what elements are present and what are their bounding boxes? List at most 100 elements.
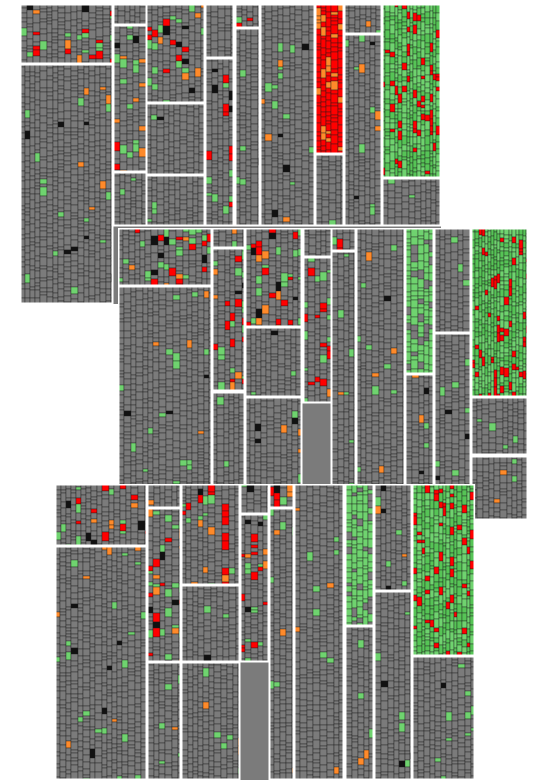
treemap-cell: [191, 354, 199, 359]
treemap-cell: [389, 15, 396, 21]
treemap-cell: [88, 141, 96, 148]
treemap-cell: [34, 188, 41, 195]
treemap-cell: [193, 138, 200, 148]
treemap-cell: [353, 178, 360, 187]
treemap-cell: [134, 268, 141, 275]
treemap-cell: [147, 342, 154, 353]
treemap-cell: [239, 150, 247, 155]
treemap-cell: [46, 191, 54, 201]
treemap-cell: [245, 48, 252, 54]
treemap-cell: [147, 445, 154, 451]
treemap-panel: [314, 4, 345, 155]
treemap-cell: [77, 275, 85, 286]
treemap-cell: [122, 238, 130, 248]
treemap-cell: [175, 18, 183, 24]
treemap-cell: [301, 193, 310, 201]
treemap-cell: [264, 147, 273, 157]
treemap-cell: [152, 304, 160, 313]
treemap-cell: [70, 154, 79, 165]
treemap-cell: [63, 253, 72, 258]
treemap-cell: [130, 378, 137, 385]
treemap-cell: [175, 8, 183, 13]
treemap-cell: [369, 112, 376, 120]
treemap-cell: [172, 302, 181, 313]
treemap-cell: [24, 117, 31, 123]
treemap-cell: [172, 299, 181, 304]
treemap-cell: [57, 166, 65, 171]
treemap-cell: [250, 144, 259, 151]
treemap-cell: [157, 21, 164, 26]
treemap-cell: [261, 282, 270, 293]
treemap-cell: [151, 9, 159, 16]
treemap-cell: [401, 208, 410, 218]
treemap-cell: [217, 39, 226, 48]
treemap-cell: [217, 177, 224, 188]
treemap-cell: [99, 228, 107, 237]
treemap-cell: [271, 27, 279, 38]
treemap-panel-border: [381, 177, 441, 227]
treemap-cell: [295, 369, 302, 380]
treemap-cell: [264, 48, 273, 56]
treemap-cell: [397, 12, 403, 21]
treemap-cell: [289, 152, 296, 161]
treemap-cell: [277, 379, 286, 385]
treemap-cell: [435, 46, 441, 55]
treemap-cell: [429, 150, 434, 155]
treemap-cell: [394, 94, 399, 100]
treemap-cell: [353, 37, 360, 46]
treemap-cell: [275, 254, 282, 262]
treemap-cell: [197, 388, 205, 393]
treemap-cell: [34, 173, 41, 180]
treemap-cell: [217, 186, 224, 197]
treemap-cell: [188, 237, 197, 245]
treemap-cell: [88, 186, 96, 193]
treemap-cell: [173, 140, 181, 149]
treemap-cell: [24, 207, 31, 213]
treemap-cell: [95, 10, 104, 16]
treemap-cell: [88, 253, 96, 258]
treemap-cell: [76, 48, 83, 53]
treemap-cell: [359, 14, 367, 20]
treemap-cell: [156, 127, 165, 137]
treemap-cell: [168, 194, 176, 205]
treemap-cell: [416, 51, 422, 59]
treemap-cell: [239, 119, 247, 126]
treemap-cell: [168, 244, 177, 252]
treemap-cell: [321, 189, 330, 198]
treemap-cell: [77, 136, 85, 145]
treemap-cell: [193, 108, 200, 118]
treemap-cell: [250, 173, 259, 184]
treemap-cell: [325, 141, 332, 151]
treemap-panel: [343, 4, 383, 35]
treemap-cell: [384, 109, 391, 118]
treemap-cell: [179, 321, 188, 327]
treemap-cell: [135, 290, 144, 301]
treemap-cell: [401, 16, 408, 23]
treemap-cell: [401, 76, 408, 82]
treemap-cell: [157, 257, 165, 263]
treemap-cell: [52, 247, 59, 252]
treemap-cell: [52, 185, 59, 191]
treemap-cell: [364, 130, 371, 140]
treemap-cell: [52, 222, 59, 232]
treemap-cell: [354, 16, 361, 21]
treemap-cell: [289, 13, 296, 21]
treemap-cell: [280, 457, 288, 467]
treemap-cell: [191, 443, 199, 454]
treemap-cell: [24, 76, 31, 82]
treemap-cell: [348, 194, 355, 201]
treemap-cell: [294, 187, 303, 192]
treemap-cell: [142, 313, 149, 323]
treemap-cell: [186, 141, 195, 148]
treemap-cell: [162, 18, 171, 27]
treemap-cell: [286, 434, 293, 445]
treemap-cell: [254, 416, 262, 425]
treemap-cell: [250, 53, 259, 60]
treemap-cell: [151, 66, 159, 75]
treemap-cell: [222, 90, 230, 98]
treemap-cell: [174, 181, 181, 191]
treemap-cell: [406, 90, 411, 95]
treemap-cell: [191, 434, 199, 445]
treemap-cell: [63, 80, 72, 91]
treemap-cell: [277, 167, 284, 175]
